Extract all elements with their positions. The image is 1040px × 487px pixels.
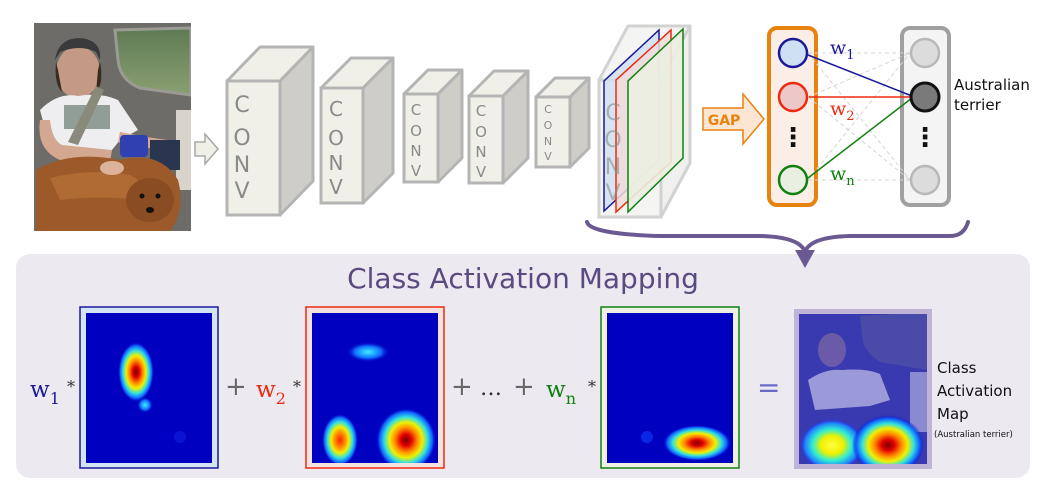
gap-dots-icon: ⋮	[780, 123, 806, 153]
times-icon: *	[293, 377, 301, 396]
conv-letter: C	[605, 101, 620, 126]
conv-letter: O	[544, 119, 553, 132]
conv-letter: V	[476, 163, 487, 181]
input-arrow-icon	[194, 131, 219, 167]
heatmap-2	[305, 306, 445, 469]
equals-icon: =	[757, 371, 780, 404]
conv-letter: C	[329, 97, 343, 121]
cam-result-sublabel: (Australian terrier)	[934, 430, 1013, 440]
conv-letter: C	[234, 93, 249, 118]
cam-weight-w2: w2	[256, 377, 286, 408]
conv-letter: O	[328, 126, 344, 150]
conv-letter: V	[234, 179, 249, 204]
gap-layer	[767, 26, 818, 207]
gap-label: GAP	[708, 113, 741, 129]
gap-node-green	[777, 164, 809, 196]
conv-letter: N	[475, 143, 486, 161]
conv-letter: O	[475, 123, 487, 141]
conv-letter: N	[410, 142, 421, 160]
cam-panel	[16, 254, 1030, 478]
weight-edge-wn	[807, 97, 913, 179]
cam-result-label-line3: Map	[937, 405, 969, 423]
brace-connector	[585, 220, 970, 259]
plus-icon: +	[513, 372, 535, 402]
conv-letter: V	[329, 175, 343, 199]
heatmap-1	[79, 306, 219, 469]
conv-letter: N	[329, 151, 344, 175]
conv-letter: N	[544, 135, 552, 148]
output-node	[909, 37, 941, 69]
weight-labels: w1 w2 wn	[830, 37, 855, 189]
weight-label-w2: w2	[830, 98, 855, 124]
times-icon: *	[588, 377, 596, 396]
dense-connections	[807, 52, 911, 181]
output-class-label-line1: Australian	[954, 76, 1030, 94]
conv-letter: C	[411, 101, 421, 119]
times-icon: *	[67, 377, 75, 396]
conv-letter: O	[604, 128, 621, 153]
conv-letter: N	[234, 153, 250, 178]
output-class-label-line2: terrier	[954, 96, 1002, 114]
conv-block-2: C O N V	[319, 56, 395, 205]
cam-weight-w1: w1	[30, 377, 60, 408]
weight-label-wn: wn	[830, 163, 855, 189]
gap-node-blue	[777, 37, 809, 69]
conv-letter: V	[605, 181, 620, 206]
conv-block-5: C O N V	[534, 76, 591, 169]
conv-letter: C	[476, 102, 486, 120]
plus-icon: +	[225, 372, 247, 402]
cam-title: Class Activation Mapping	[347, 262, 699, 295]
feature-map-green	[627, 27, 684, 214]
heatmap-n	[600, 306, 740, 469]
output-layer	[900, 26, 951, 207]
conv-letter: V	[411, 162, 422, 180]
cam-weight-wn: wn	[546, 377, 576, 408]
brace-arrow-icon	[795, 250, 815, 268]
gap-arrow: GAP	[702, 91, 765, 147]
conv-block-4: C O N V	[467, 69, 530, 185]
output-dots-icon: ⋮	[912, 123, 938, 153]
gap-node-red	[777, 81, 809, 113]
output-node	[909, 164, 941, 196]
conv-letter: O	[233, 126, 250, 151]
conv-letter: N	[605, 155, 621, 180]
ellipsis-icon: …	[480, 376, 502, 401]
cam-result-label-line1: Class	[937, 359, 977, 377]
conv-letter: O	[410, 122, 422, 140]
weight-label-w1: w1	[830, 37, 855, 63]
input-image	[34, 23, 191, 231]
conv-letter: C	[544, 103, 552, 116]
last-conv-feature-maps: C O N V	[597, 24, 692, 219]
conv-letter: V	[544, 150, 552, 163]
output-node-australian-terrier	[909, 81, 941, 113]
class-activation-map-image	[794, 309, 932, 469]
weight-edge-w1	[807, 54, 913, 97]
conv-block-1: C O N V	[225, 45, 315, 217]
cam-result-label-line2: Activation	[937, 382, 1012, 400]
conv-block-3: C O N V	[402, 68, 464, 184]
plus-icon: +	[451, 372, 473, 402]
